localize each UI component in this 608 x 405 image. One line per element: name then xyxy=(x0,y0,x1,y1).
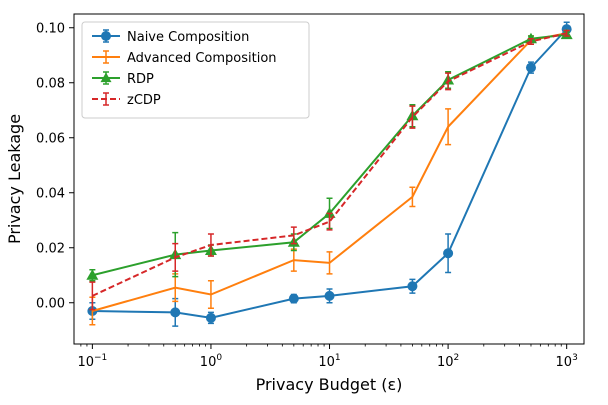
y-tick-label: 0.04 xyxy=(36,186,65,201)
x-tick-base: 10 xyxy=(556,355,573,370)
circle-marker xyxy=(101,31,111,41)
x-tick-exponent: 0 xyxy=(216,353,222,363)
x-tick-label: 101 xyxy=(318,353,340,370)
series-zcdp xyxy=(89,29,570,311)
x-tick-base: 10 xyxy=(200,355,217,370)
triangle-marker xyxy=(100,72,112,83)
x-tick-exponent: 3 xyxy=(572,353,578,363)
circle-marker xyxy=(170,307,181,318)
x-tick-label: 100 xyxy=(200,353,223,370)
x-tick-base: 10 xyxy=(437,355,454,370)
x-tick-exponent: 1 xyxy=(335,353,341,363)
circle-marker xyxy=(443,248,454,259)
x-tick-exponent: 2 xyxy=(454,353,460,363)
circle-marker xyxy=(324,290,335,301)
legend-label-zcdp: zCDP xyxy=(127,93,161,108)
legend-frame xyxy=(81,21,310,119)
x-axis-label: Privacy Budget (ε) xyxy=(256,375,403,394)
x-axis-ticks: 10−1 100 101 102 103 xyxy=(77,344,578,370)
circle-marker xyxy=(288,293,299,304)
x-tick-label: 102 xyxy=(437,353,459,370)
y-tick-label: 0.02 xyxy=(36,241,65,256)
y-axis-label: Privacy Leakage xyxy=(5,114,24,244)
legend-handle-zcdp xyxy=(92,92,120,106)
x-tick-label: 103 xyxy=(556,353,578,370)
x-tick-base: 10 xyxy=(318,355,335,370)
y-axis-ticks: 0.00 0.02 0.04 0.06 0.08 0.10 xyxy=(36,21,74,311)
y-tick-label: 0.00 xyxy=(36,296,65,311)
series-line xyxy=(91,32,567,297)
circle-marker xyxy=(407,281,418,292)
circle-marker xyxy=(525,62,536,73)
legend-handle-advanced-composition xyxy=(92,50,120,64)
legend: Naive Composition Advanced Composition R… xyxy=(81,21,310,119)
legend-handles xyxy=(92,29,120,106)
legend-handle-naive-composition xyxy=(92,29,120,43)
plot-marks xyxy=(86,21,573,327)
legend-label-naive: Naive Composition xyxy=(127,30,249,45)
legend-label-rdp: RDP xyxy=(127,72,154,87)
legend-handle-rdp xyxy=(92,71,120,85)
y-tick-label: 0.10 xyxy=(36,21,65,36)
x-tick-exponent: −1 xyxy=(94,353,107,363)
y-tick-label: 0.06 xyxy=(36,131,65,146)
x-tick-base: 10 xyxy=(77,355,94,370)
plot-frame xyxy=(73,13,585,345)
triangle-marker xyxy=(86,269,99,280)
x-tick-label: 10−1 xyxy=(77,353,107,370)
circle-marker xyxy=(205,312,216,323)
y-tick-label: 0.08 xyxy=(36,76,65,91)
legend-label-advanced: Advanced Composition xyxy=(127,51,277,66)
